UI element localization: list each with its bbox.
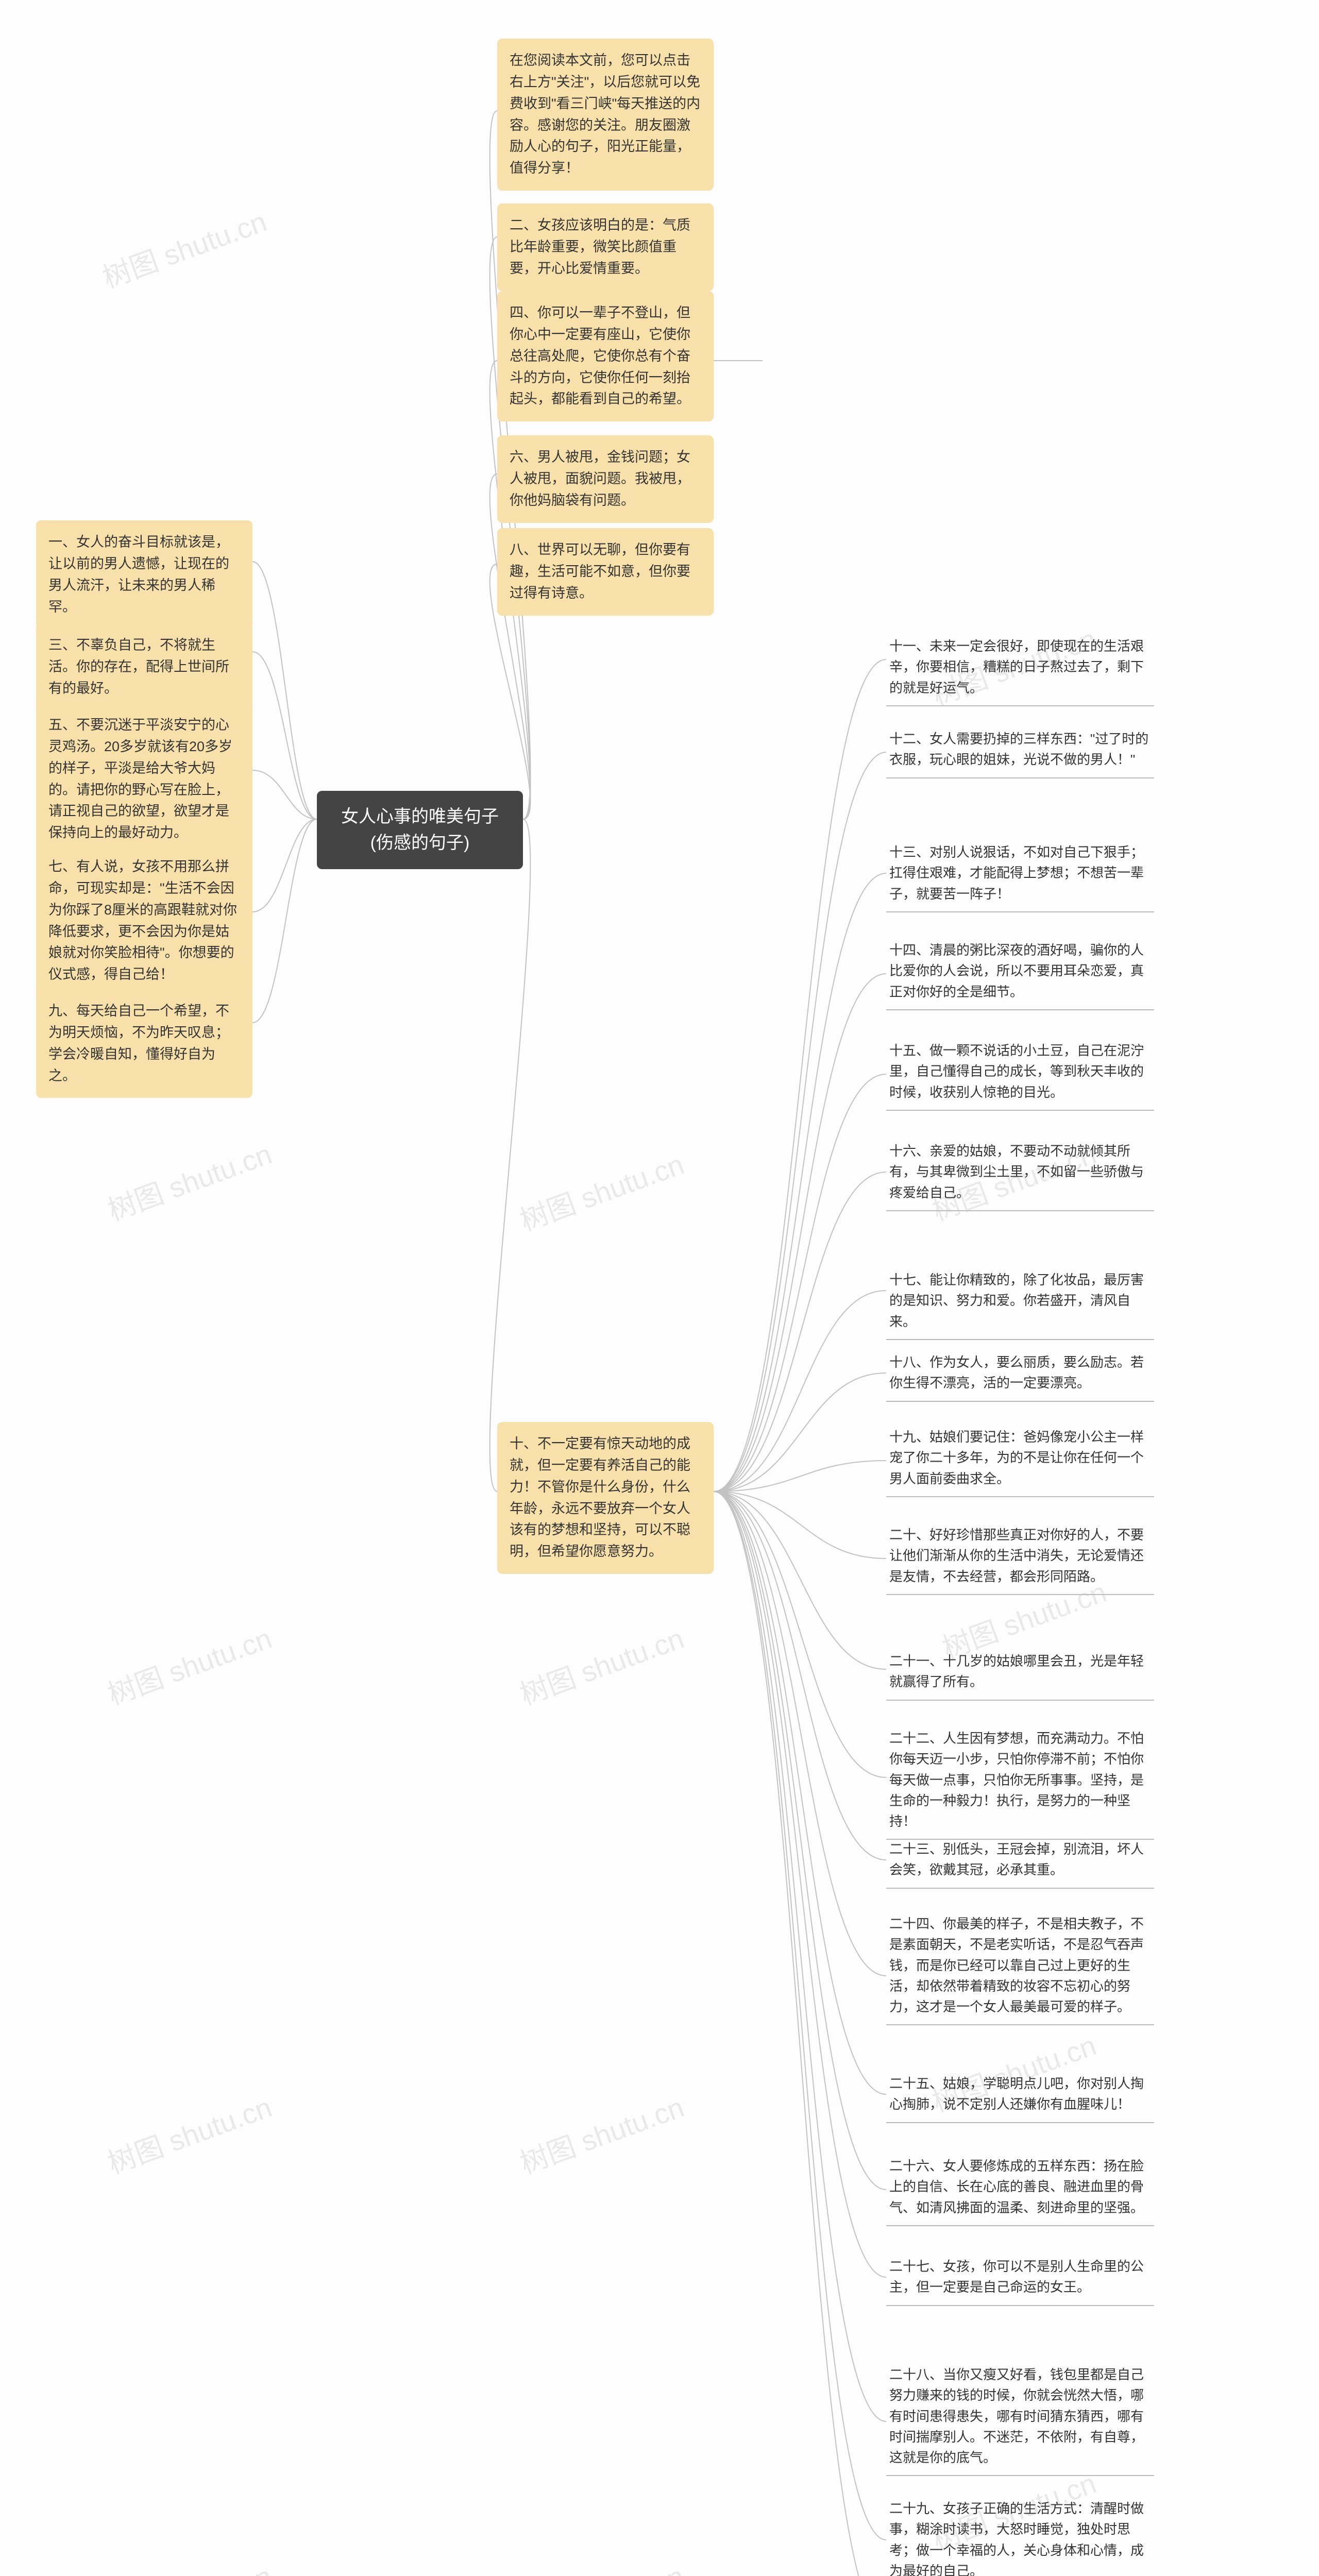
mindmap-leaf[interactable]: 十六、亲爱的姑娘，不要动不动就倾其所有，与其卑微到尘土里，不如留一些骄傲与疼爱给… [886,1133,1154,1211]
mindmap-node-mid[interactable]: 六、男人被甩，金钱问题；女人被甩，面貌问题。我被甩，你他妈脑袋有问题。 [497,435,714,523]
mindmap-leaf[interactable]: 二十九、女孩子正确的生活方式：清醒时做事，糊涂时读书，大怒时睡觉，独处时思考；做… [886,2491,1154,2576]
mindmap-leaf[interactable]: 二十八、当你又瘦又好看，钱包里都是自己努力赚来的钱的时候，你就会恍然大悟，哪有时… [886,2357,1154,2476]
watermark: 树图 shutu.cn [513,1141,688,1239]
mindmap-leaf[interactable]: 十五、做一颗不说话的小土豆，自己在泥泞里，自己懂得自己的成长，等到秋天丰收的时候… [886,1033,1154,1111]
mindmap-node-left[interactable]: 五、不要沉迷于平淡安宁的心灵鸡汤。20多岁就该有20多岁的样子，平淡是给大爷大妈… [36,703,252,855]
mindmap-leaf[interactable]: 二十四、你最美的样子，不是相夫教子，不是素面朝天，不是老实听话，不是忍气吞声钱，… [886,1906,1154,2025]
mindmap-leaf[interactable]: 二十一、十几岁的姑娘哪里会丑，光是年轻就赢得了所有。 [886,1643,1154,1701]
mindmap-node-mid[interactable]: 二、女孩应该明白的是：气质比年龄重要，微笑比颜值重要，开心比爱情重要。 [497,204,714,291]
mindmap-node-mid[interactable]: 八、世界可以无聊，但你要有趣，生活可能不如意，但你要过得有诗意。 [497,528,714,616]
mindmap-leaf[interactable]: 十三、对别人说狠话，不如对自己下狠手；扛得住艰难，才能配得上梦想；不想苦一辈子，… [886,835,1154,912]
watermark: 树图 shutu.cn [101,2084,276,2181]
watermark: 树图 shutu.cn [513,2084,688,2181]
mindmap-leaf[interactable]: 二十二、人生因有梦想，而充满动力。不怕你每天迈一小步，只怕你停滞不前；不怕你每天… [886,1721,1154,1840]
mindmap-leaf[interactable]: 十八、作为女人，要么丽质，要么励志。若你生得不漂亮，活的一定要漂亮。 [886,1345,1154,1402]
mindmap-leaf[interactable]: 十一、未来一定会很好，即使现在的生活艰辛，你要相信，糟糕的日子熬过去了，剩下的就… [886,629,1154,706]
mindmap-leaf[interactable]: 二十、好好珍惜那些真正对你好的人，不要让他们渐渐从你的生活中消失，无论爱情还是友… [886,1517,1154,1595]
mindmap-leaf[interactable]: 十七、能让你精致的，除了化妆品，最厉害的是知识、努力和爱。你若盛开，清风自来。 [886,1262,1154,1340]
watermark: 树图 shutu.cn [513,1615,688,1713]
mindmap-leaf[interactable]: 二十七、女孩，你可以不是别人生命里的公主，但一定要是自己命运的女王。 [886,2249,1154,2306]
watermark: 树图 shutu.cn [96,198,271,296]
watermark: 树图 shutu.cn [101,2553,276,2576]
mindmap-leaf[interactable]: 二十六、女人要修炼成的五样东西：扬在脸上的自信、长在心底的善良、融进血里的骨气、… [886,2148,1154,2226]
mindmap-node-left[interactable]: 一、女人的奋斗目标就该是，让以前的男人遗憾，让现在的男人流汗，让未来的男人稀罕。 [36,520,252,629]
mindmap-root[interactable]: 女人心事的唯美句子(伤感的句子) [317,791,523,869]
watermark: 树图 shutu.cn [513,2553,688,2576]
mindmap-leaf[interactable]: 二十五、姑娘，学聪明点儿吧，你对别人掏心掏肺，说不定别人还嫌你有血腥味儿！ [886,2066,1154,2123]
mindmap-node-mid[interactable]: 四、你可以一辈子不登山，但你心中一定要有座山，它使你总往高处爬，它使你总有个奋斗… [497,291,714,421]
mindmap-node-mid[interactable]: 十、不一定要有惊天动地的成就，但一定要有养活自己的能力！不管你是什么身份，什么年… [497,1422,714,1574]
watermark: 树图 shutu.cn [101,1615,276,1713]
mindmap-node-left[interactable]: 九、每天给自己一个希望，不为明天烦恼，不为昨天叹息；学会冷暖自知，懂得好自为之。 [36,989,252,1098]
watermark: 树图 shutu.cn [101,1131,276,1228]
mindmap-leaf[interactable]: 十二、女人需要扔掉的三样东西："过了时的衣服，玩心眼的姐妹，光说不做的男人！" [886,721,1154,778]
mindmap-node-left[interactable]: 七、有人说，女孩不用那么拼命，可现实却是："生活不会因为你踩了8厘米的高跟鞋就对… [36,845,252,997]
mindmap-node-mid[interactable]: 在您阅读本文前，您可以点击右上方"关注"，以后您就可以免费收到"看三门峡"每天推… [497,39,714,191]
mindmap-leaf[interactable]: 十四、清晨的粥比深夜的酒好喝，骗你的人比爱你的人会说，所以不要用耳朵恋爱，真正对… [886,933,1154,1010]
mindmap-node-left[interactable]: 三、不辜负自己，不将就生活。你的存在，配得上世间所有的最好。 [36,623,252,711]
mindmap-leaf[interactable]: 十九、姑娘们要记住：爸妈像宠小公主一样宠了你二十多年，为的不是让你在任何一个男人… [886,1419,1154,1497]
mindmap-leaf[interactable]: 二十三、别低头，王冠会掉，别流泪，坏人会笑，欲戴其冠，必承其重。 [886,1832,1154,1889]
